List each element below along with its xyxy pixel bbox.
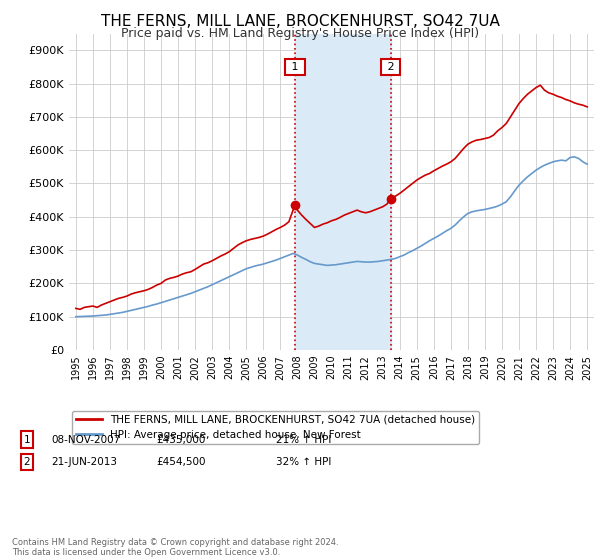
Text: Contains HM Land Registry data © Crown copyright and database right 2024.
This d: Contains HM Land Registry data © Crown c… [12,538,338,557]
Text: 32% ↑ HPI: 32% ↑ HPI [276,457,331,467]
Text: £454,500: £454,500 [156,457,205,467]
Text: 1: 1 [23,435,31,445]
Text: Price paid vs. HM Land Registry's House Price Index (HPI): Price paid vs. HM Land Registry's House … [121,27,479,40]
Text: 2: 2 [383,62,398,72]
Bar [295,34,391,350]
Text: 1: 1 [288,62,302,72]
Text: 21-JUN-2013: 21-JUN-2013 [51,457,117,467]
Legend: THE FERNS, MILL LANE, BROCKENHURST, SO42 7UA (detached house), HPI: Average pric: THE FERNS, MILL LANE, BROCKENHURST, SO42… [71,410,479,444]
Text: 21% ↑ HPI: 21% ↑ HPI [276,435,331,445]
Text: THE FERNS, MILL LANE, BROCKENHURST, SO42 7UA: THE FERNS, MILL LANE, BROCKENHURST, SO42… [101,14,499,29]
Text: 2: 2 [23,457,31,467]
Text: 08-NOV-2007: 08-NOV-2007 [51,435,120,445]
Text: £435,000: £435,000 [156,435,205,445]
